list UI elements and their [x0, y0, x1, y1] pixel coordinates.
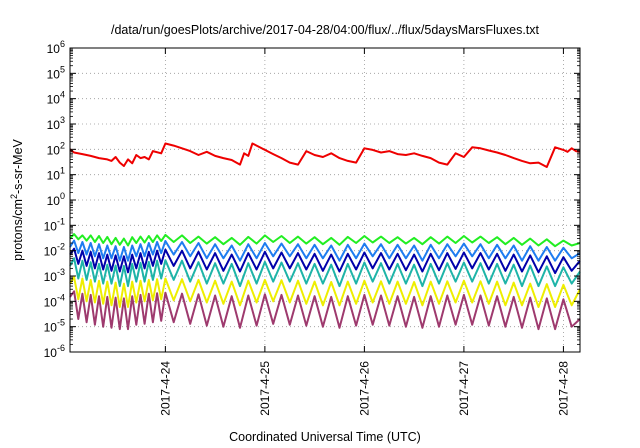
series-line-1 — [69, 142, 581, 168]
y-tick-exponent: 3 — [60, 115, 65, 125]
y-tick-base: 10 — [47, 67, 61, 81]
y-tick-label: 106 — [47, 39, 65, 56]
y-tick-exponent: -1 — [57, 216, 65, 226]
x-axis-label: Coordinated Universal Time (UTC) — [229, 430, 421, 444]
y-tick-base: 10 — [44, 321, 58, 335]
x-tick-label: 2017-4-25 — [258, 361, 272, 416]
x-tick-label: 2017-4-24 — [158, 361, 172, 416]
y-tick-label: 105 — [47, 64, 65, 81]
y-tick-base: 10 — [44, 346, 58, 360]
y-tick-exponent: -4 — [57, 292, 65, 302]
y-tick-exponent: 6 — [60, 39, 65, 49]
y-tick-label: 100 — [47, 191, 65, 208]
series-line-4 — [69, 247, 581, 275]
x-tick-label: 2017-4-26 — [357, 361, 371, 416]
y-tick-label: 104 — [47, 90, 65, 107]
y-tick-base: 10 — [44, 270, 58, 284]
y-axis-label-tail: -s-sr-MeV — [11, 138, 25, 194]
y-tick-base: 10 — [44, 295, 58, 309]
y-tick-exponent: 1 — [60, 166, 65, 176]
y-tick-label: 10-5 — [44, 318, 65, 335]
series-line-2 — [69, 233, 581, 248]
x-tick-label: 2017-4-27 — [457, 361, 471, 416]
y-tick-label: 101 — [47, 166, 65, 183]
y-tick-base: 10 — [47, 169, 61, 183]
y-tick-exponent: 0 — [60, 191, 65, 201]
y-tick-label: 10-4 — [44, 292, 65, 309]
y-tick-exponent: -3 — [57, 267, 65, 277]
y-tick-exponent: 5 — [60, 64, 65, 74]
tick-marks — [70, 47, 580, 353]
y-tick-exponent: 4 — [60, 90, 65, 100]
series-line-6 — [69, 276, 581, 308]
y-tick-base: 10 — [44, 219, 58, 233]
y-tick-base: 10 — [47, 143, 61, 157]
y-tick-base: 10 — [44, 245, 58, 259]
y-tick-base: 10 — [47, 93, 61, 107]
x-tick-labels: 2017-4-24 2017-4-25 2017-4-26 2017-4-27 2017… — [158, 361, 570, 416]
y-axis-label: protons/cm2-s-sr-MeV — [9, 138, 25, 260]
y-tick-label: 10-3 — [44, 267, 65, 284]
series-line-5 — [69, 257, 581, 288]
y-tick-exponent: -2 — [57, 242, 65, 252]
series-group — [69, 142, 581, 331]
y-tick-label: 10-2 — [44, 242, 65, 259]
y-tick-label: 102 — [47, 140, 65, 157]
y-tick-label: 103 — [47, 115, 65, 132]
y-tick-base: 10 — [47, 194, 61, 208]
y-tick-label: 10-6 — [44, 343, 65, 360]
y-tick-exponent: 2 — [60, 140, 65, 150]
y-axis-label-main: protons/cm — [11, 199, 25, 261]
y-tick-base: 10 — [47, 118, 61, 132]
y-tick-base: 10 — [47, 42, 61, 56]
y-tick-exponent: -5 — [57, 318, 65, 328]
y-tick-label: 10-1 — [44, 216, 65, 233]
y-tick-exponent: -6 — [57, 343, 65, 353]
y-axis-label-exponent: 2 — [9, 194, 19, 199]
series-line-3 — [69, 239, 581, 262]
chart-title: /data/run/goesPlots/archive/2017-04-28/0… — [111, 23, 540, 37]
series-line-7 — [69, 290, 581, 331]
y-tick-labels: 10-610-510-410-310-210-11001011021031041… — [44, 39, 65, 360]
x-tick-label: 2017-4-28 — [556, 361, 570, 416]
